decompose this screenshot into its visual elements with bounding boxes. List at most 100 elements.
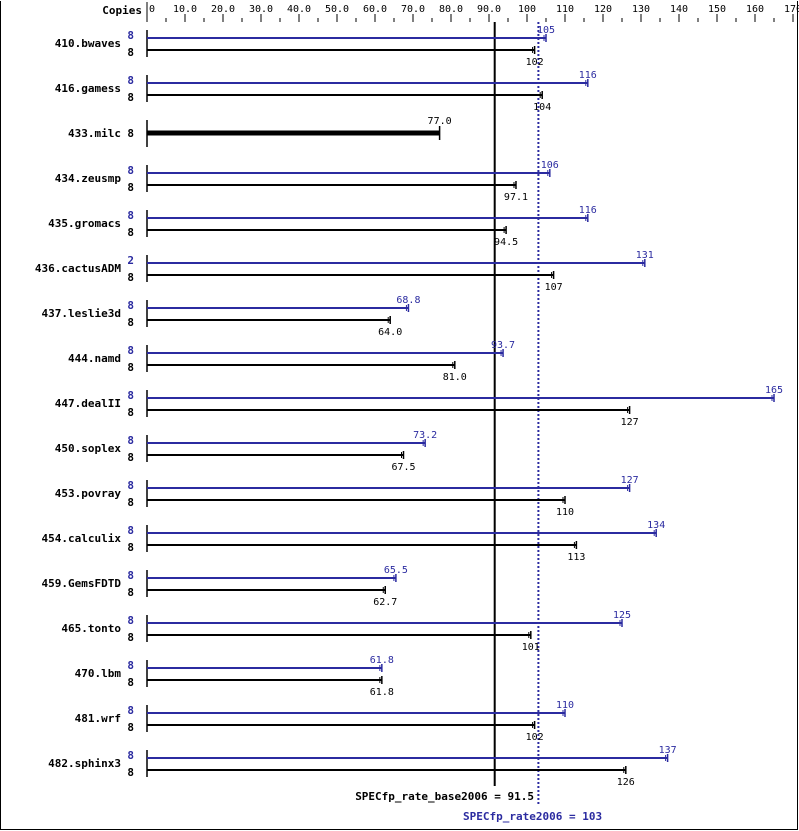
benchmark-row: 447.dealII 8 165 8 127	[55, 385, 783, 428]
benchmark-row: 433.milc 8 77.0	[68, 116, 452, 147]
peak-value-label: 137	[659, 745, 677, 756]
peak-copies: 8	[127, 614, 134, 627]
base-copies: 8	[127, 586, 134, 599]
peak-copies: 8	[127, 479, 134, 492]
benchmark-row: 482.sphinx3 8 137 8 126	[48, 745, 676, 788]
benchmark-name: 454.calculix	[42, 532, 122, 545]
peak-copies: 8	[127, 749, 134, 762]
benchmark-name: 453.povray	[55, 487, 122, 500]
benchmark-name: 437.leslie3d	[42, 307, 121, 320]
benchmark-row: 434.zeusmp 8 106 8 97.1	[55, 160, 559, 203]
base-value-label: 110	[556, 507, 574, 518]
benchmark-row: 459.GemsFDTD 8 65.5 8 62.7	[42, 565, 408, 608]
base-copies: 8	[127, 451, 134, 464]
base-copies: 8	[127, 631, 134, 644]
base-value-label: 102	[526, 732, 544, 743]
peak-score-label: SPECfp_rate2006 = 103	[463, 810, 602, 823]
x-tick-label: 110	[556, 4, 574, 15]
base-value-label: 126	[617, 777, 635, 788]
peak-value-label: 73.2	[413, 430, 437, 441]
peak-copies: 8	[127, 164, 134, 177]
peak-copies: 8	[127, 524, 134, 537]
base-value-label: 64.0	[378, 327, 402, 338]
base-value-label: 104	[533, 102, 551, 113]
peak-value-label: 134	[647, 520, 665, 531]
base-copies: 8	[127, 676, 134, 689]
x-tick-label: 30.0	[249, 4, 273, 15]
peak-copies: 8	[127, 389, 134, 402]
base-value-label: 61.8	[370, 687, 394, 698]
base-copies: 8	[127, 226, 134, 239]
x-tick-label: 10.0	[173, 4, 197, 15]
peak-value-label: 105	[537, 25, 555, 36]
benchmark-name: 470.lbm	[75, 667, 122, 680]
x-tick-label: 150	[708, 4, 726, 15]
x-axis: 0 10.0 20.0 30.0 40.0 50.0 60.0 70.0 80.0 90.0 100…	[146, 2, 799, 22]
base-copies: 8	[127, 766, 134, 779]
base-copies: 8	[127, 271, 134, 284]
benchmark-row: 450.soplex 8 73.2 8 67.5	[55, 430, 437, 473]
reference-lines	[493, 22, 540, 806]
benchmark-name: 482.sphinx3	[48, 757, 121, 770]
base-copies: 8	[127, 127, 134, 140]
benchmark-rows: 410.bwaves 8 105 8 102 416.gamess 8 116 8 104 433.…	[35, 25, 783, 788]
benchmark-name: 444.namd	[68, 352, 121, 365]
benchmark-name: 481.wrf	[75, 712, 121, 725]
peak-value-label: 106	[541, 160, 559, 171]
base-copies: 8	[127, 361, 134, 374]
x-tick-label: 120	[594, 4, 612, 15]
peak-value-label: 65.5	[384, 565, 408, 576]
peak-value-label: 131	[636, 250, 654, 261]
base-copies: 8	[127, 406, 134, 419]
benchmark-row: 465.tonto 8 125 8 101	[61, 610, 631, 653]
x-tick-label: 100	[518, 4, 536, 15]
peak-value-label: 125	[613, 610, 631, 621]
peak-copies: 2	[127, 254, 134, 267]
peak-copies: 8	[127, 29, 134, 42]
x-tick-label: 160	[746, 4, 764, 15]
peak-value-label: 110	[556, 700, 574, 711]
base-copies: 8	[127, 316, 134, 329]
base-value-label: 81.0	[443, 372, 467, 383]
x-tick-label: 80.0	[439, 4, 463, 15]
benchmark-name: 433.milc	[68, 127, 121, 140]
x-tick-label: 90.0	[477, 4, 501, 15]
base-copies: 8	[127, 181, 134, 194]
x-tick-label: 70.0	[401, 4, 425, 15]
x-tick-label: 170	[784, 4, 799, 15]
benchmark-row: 470.lbm 8 61.8 8 61.8	[75, 655, 394, 698]
base-copies: 8	[127, 91, 134, 104]
base-value-label: 97.1	[504, 192, 528, 203]
peak-copies: 8	[127, 659, 134, 672]
base-copies: 8	[127, 496, 134, 509]
peak-value-label: 116	[579, 205, 597, 216]
benchmark-row: 481.wrf 8 110 8 102	[75, 700, 574, 743]
benchmark-row: 437.leslie3d 8 68.8 8 64.0	[42, 295, 421, 338]
peak-copies: 8	[127, 434, 134, 447]
peak-value-label: 61.8	[370, 655, 394, 666]
x-tick-label: 20.0	[211, 4, 235, 15]
benchmark-row: 454.calculix 8 134 8 113	[42, 520, 666, 563]
benchmark-row: 410.bwaves 8 105 8 102	[55, 25, 555, 68]
base-value-label: 127	[621, 417, 639, 428]
base-value-label: 113	[567, 552, 585, 563]
base-copies: 8	[127, 541, 134, 554]
base-value-label: 107	[545, 282, 563, 293]
benchmark-row: 416.gamess 8 116 8 104	[55, 70, 597, 113]
peak-copies: 8	[127, 569, 134, 582]
benchmark-name: 459.GemsFDTD	[42, 577, 122, 590]
base-value-label: 101	[522, 642, 540, 653]
benchmark-name: 410.bwaves	[55, 37, 121, 50]
base-value-label: 62.7	[373, 597, 397, 608]
benchmark-row: 436.cactusADM 2 131 8 107	[35, 250, 654, 293]
peak-copies: 8	[127, 704, 134, 717]
benchmark-name: 436.cactusADM	[35, 262, 121, 275]
benchmark-row: 444.namd 8 93.7 8 81.0	[68, 340, 515, 383]
peak-copies: 8	[127, 344, 134, 357]
x-tick-label: 130	[632, 4, 650, 15]
benchmark-name: 450.soplex	[55, 442, 122, 455]
x-tick-label: 140	[670, 4, 688, 15]
benchmark-name: 465.tonto	[61, 622, 121, 635]
